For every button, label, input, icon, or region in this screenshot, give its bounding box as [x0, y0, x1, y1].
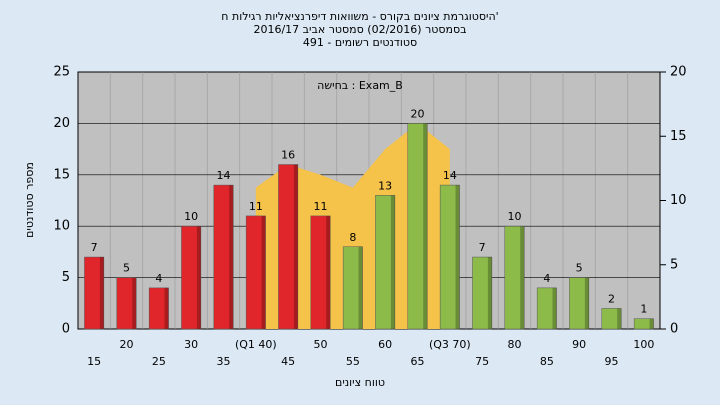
x-tick-label: 45 [281, 355, 295, 368]
y2-tick-label: 5 [670, 257, 678, 272]
bar-shade [261, 215, 266, 329]
bar-shade [455, 185, 460, 329]
value-label: 16 [281, 149, 295, 162]
value-label: 2 [608, 292, 615, 305]
x-tick-label: 75 [475, 355, 489, 368]
bar-shade [358, 246, 363, 329]
title-line: בסמסטר (02/2016) סמסטר אביב 2016/17 [253, 23, 466, 36]
bar-shade [196, 226, 201, 329]
bar-shade [229, 185, 234, 329]
y-axis-label: מספר סטודנטים [23, 162, 36, 238]
x-tick-label: 35 [217, 355, 231, 368]
value-label: 20 [411, 107, 425, 120]
bar-shade [552, 287, 557, 329]
x-tick-label: 100 [633, 338, 654, 351]
value-label: 8 [349, 231, 356, 244]
bar [601, 308, 622, 330]
bar-shade [390, 195, 395, 329]
value-label: 14 [443, 169, 457, 182]
bar-shade [423, 123, 428, 330]
value-label: 10 [508, 210, 522, 223]
bar-shade [617, 308, 622, 329]
y2-tick-label: 15 [670, 129, 687, 144]
bar [407, 123, 428, 330]
x-tick-label: 25 [152, 355, 166, 368]
bar [439, 184, 460, 330]
x-tick-label: 15 [87, 355, 101, 368]
y-tick-label: 0 [62, 322, 70, 337]
value-label: 11 [249, 200, 263, 213]
bar [536, 287, 557, 330]
x-tick-label: 55 [346, 355, 360, 368]
value-label: 10 [184, 210, 198, 223]
x-tick-label: (Q1 40) [235, 338, 277, 351]
x-tick-label: 30 [184, 338, 198, 351]
bar [472, 256, 493, 330]
x-tick-label: 60 [378, 338, 392, 351]
y2-tick-label: 20 [670, 65, 687, 80]
value-label: 4 [155, 272, 162, 285]
y-tick-label: 20 [53, 116, 70, 131]
value-label: 13 [378, 179, 392, 192]
value-label: 11 [314, 200, 328, 213]
title-line: היסטוגרמת ציונים בקורס - משוואות דיפרנצי… [221, 10, 498, 23]
bar [116, 277, 137, 330]
x-tick-label: 65 [411, 355, 425, 368]
bar [245, 215, 266, 330]
bar [504, 225, 525, 330]
y-tick-label: 25 [53, 65, 70, 80]
bar-shade [487, 257, 492, 329]
bar-shade [132, 277, 137, 329]
bar [84, 256, 105, 330]
bar [278, 164, 299, 330]
bar [181, 225, 202, 330]
x-tick-label: 80 [508, 338, 522, 351]
bar [633, 318, 654, 330]
bar [375, 195, 396, 330]
value-label: 7 [91, 241, 98, 254]
value-label: 14 [217, 169, 231, 182]
y-tick-label: 10 [53, 219, 70, 234]
bar-shade [293, 164, 298, 329]
bar [148, 287, 169, 330]
annotation: בחישה : Exam_B [317, 79, 403, 92]
x-tick-label: 20 [120, 338, 134, 351]
value-label: 5 [123, 262, 130, 275]
bar [310, 215, 331, 330]
bar-shade [649, 318, 654, 329]
bar [569, 277, 590, 330]
bar-shade [520, 226, 525, 329]
bar-shade [164, 287, 169, 329]
x-tick-label: 90 [572, 338, 586, 351]
bar [342, 246, 363, 330]
bar-shade [326, 215, 331, 329]
x-tick-label: (Q3 70) [429, 338, 471, 351]
value-label: 7 [479, 241, 486, 254]
y-tick-label: 15 [53, 167, 70, 182]
bar-shade [99, 257, 104, 329]
area [255, 123, 450, 330]
x-axis-label: טווח ציונים [335, 376, 385, 389]
value-label: 4 [543, 272, 550, 285]
x-tick-label: 50 [314, 338, 328, 351]
value-label: 5 [576, 262, 583, 275]
y-tick-label: 5 [62, 270, 70, 285]
y2-tick-label: 10 [670, 193, 687, 208]
title-line: 491 - סטודנטים רשומים [303, 36, 417, 49]
value-label: 1 [640, 303, 647, 316]
bar-shade [584, 277, 589, 329]
x-tick-label: 85 [540, 355, 554, 368]
bar [213, 184, 234, 330]
y2-tick-label: 0 [670, 322, 678, 337]
x-tick-label: 95 [605, 355, 619, 368]
